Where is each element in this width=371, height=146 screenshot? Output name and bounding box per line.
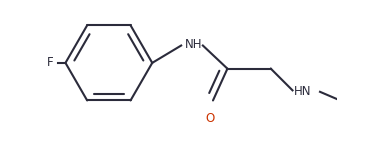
Text: F: F bbox=[47, 56, 54, 69]
Text: O: O bbox=[206, 112, 215, 125]
Text: HN: HN bbox=[294, 85, 312, 98]
Text: NH: NH bbox=[185, 38, 202, 51]
